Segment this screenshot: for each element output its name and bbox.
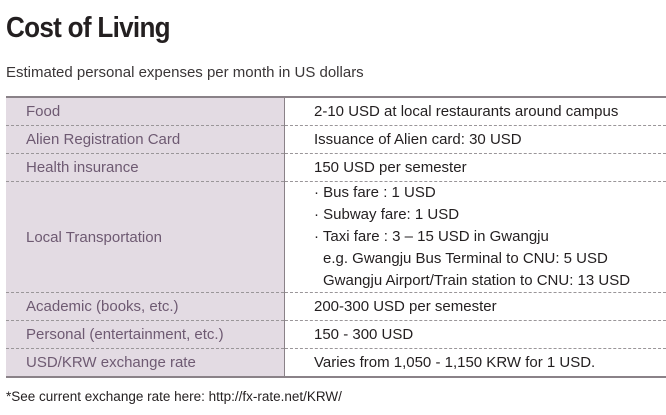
- table-row-alien-card: Alien Registration Card Issuance of Alie…: [6, 125, 666, 154]
- row-value: Varies from 1,050 - 1,150 KRW for 1 USD.: [314, 354, 596, 371]
- row-label: Health insurance: [6, 153, 285, 182]
- row-value-list: · Bus fare : 1 USD · Subway fare: 1 USD …: [285, 182, 666, 293]
- list-item: Gwangju Airport/Train station to CNU: 13…: [323, 272, 631, 289]
- page-title: Cost of Living: [6, 12, 171, 44]
- table-row-health-insurance: Health insurance 150 USD per semester: [6, 153, 666, 182]
- row-value: Issuance of Alien card: 30 USD: [314, 131, 522, 148]
- table-row-exchange-rate: USD/KRW exchange rate Varies from 1,050 …: [6, 348, 666, 377]
- row-label: Local Transportation: [6, 181, 285, 293]
- list-item: · Bus fare : 1 USD: [314, 184, 436, 201]
- row-label: Food: [6, 97, 285, 126]
- row-value: 200-300 USD per semester: [314, 298, 497, 315]
- row-label: USD/KRW exchange rate: [6, 348, 285, 377]
- cost-table: Food 2-10 USD at local restaurants aroun…: [6, 96, 666, 378]
- page-subtitle: Estimated personal expenses per month in…: [6, 64, 364, 81]
- table-row-food: Food 2-10 USD at local restaurants aroun…: [6, 97, 666, 126]
- row-label: Academic (books, etc.): [6, 292, 285, 321]
- table-row-personal: Personal (entertainment, etc.) 150 - 300…: [6, 320, 666, 349]
- list-item: · Taxi fare : 3 – 15 USD in Gwangju: [314, 228, 549, 245]
- row-value: 150 - 300 USD: [314, 326, 414, 343]
- list-item: e.g. Gwangju Bus Terminal to CNU: 5 USD: [323, 250, 608, 267]
- footnote: *See current exchange rate here: http://…: [6, 389, 342, 404]
- row-label: Alien Registration Card: [6, 125, 285, 154]
- row-label: Personal (entertainment, etc.): [6, 320, 285, 349]
- table-row-transportation: Local Transportation · Bus fare : 1 USD …: [6, 181, 666, 293]
- row-value: 2-10 USD at local restaurants around cam…: [314, 103, 619, 120]
- row-value: 150 USD per semester: [314, 159, 467, 176]
- table-row-academic: Academic (books, etc.) 200-300 USD per s…: [6, 292, 666, 321]
- list-item: · Subway fare: 1 USD: [314, 206, 460, 223]
